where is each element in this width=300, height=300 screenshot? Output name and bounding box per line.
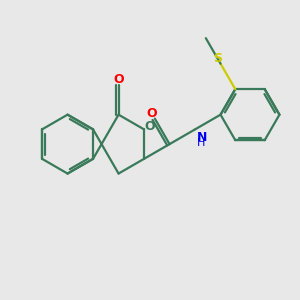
- Text: O: O: [113, 74, 124, 86]
- Text: S: S: [213, 52, 222, 65]
- Text: O: O: [147, 107, 157, 120]
- Text: H: H: [196, 138, 205, 148]
- Text: O: O: [144, 120, 155, 133]
- Text: N: N: [196, 131, 207, 144]
